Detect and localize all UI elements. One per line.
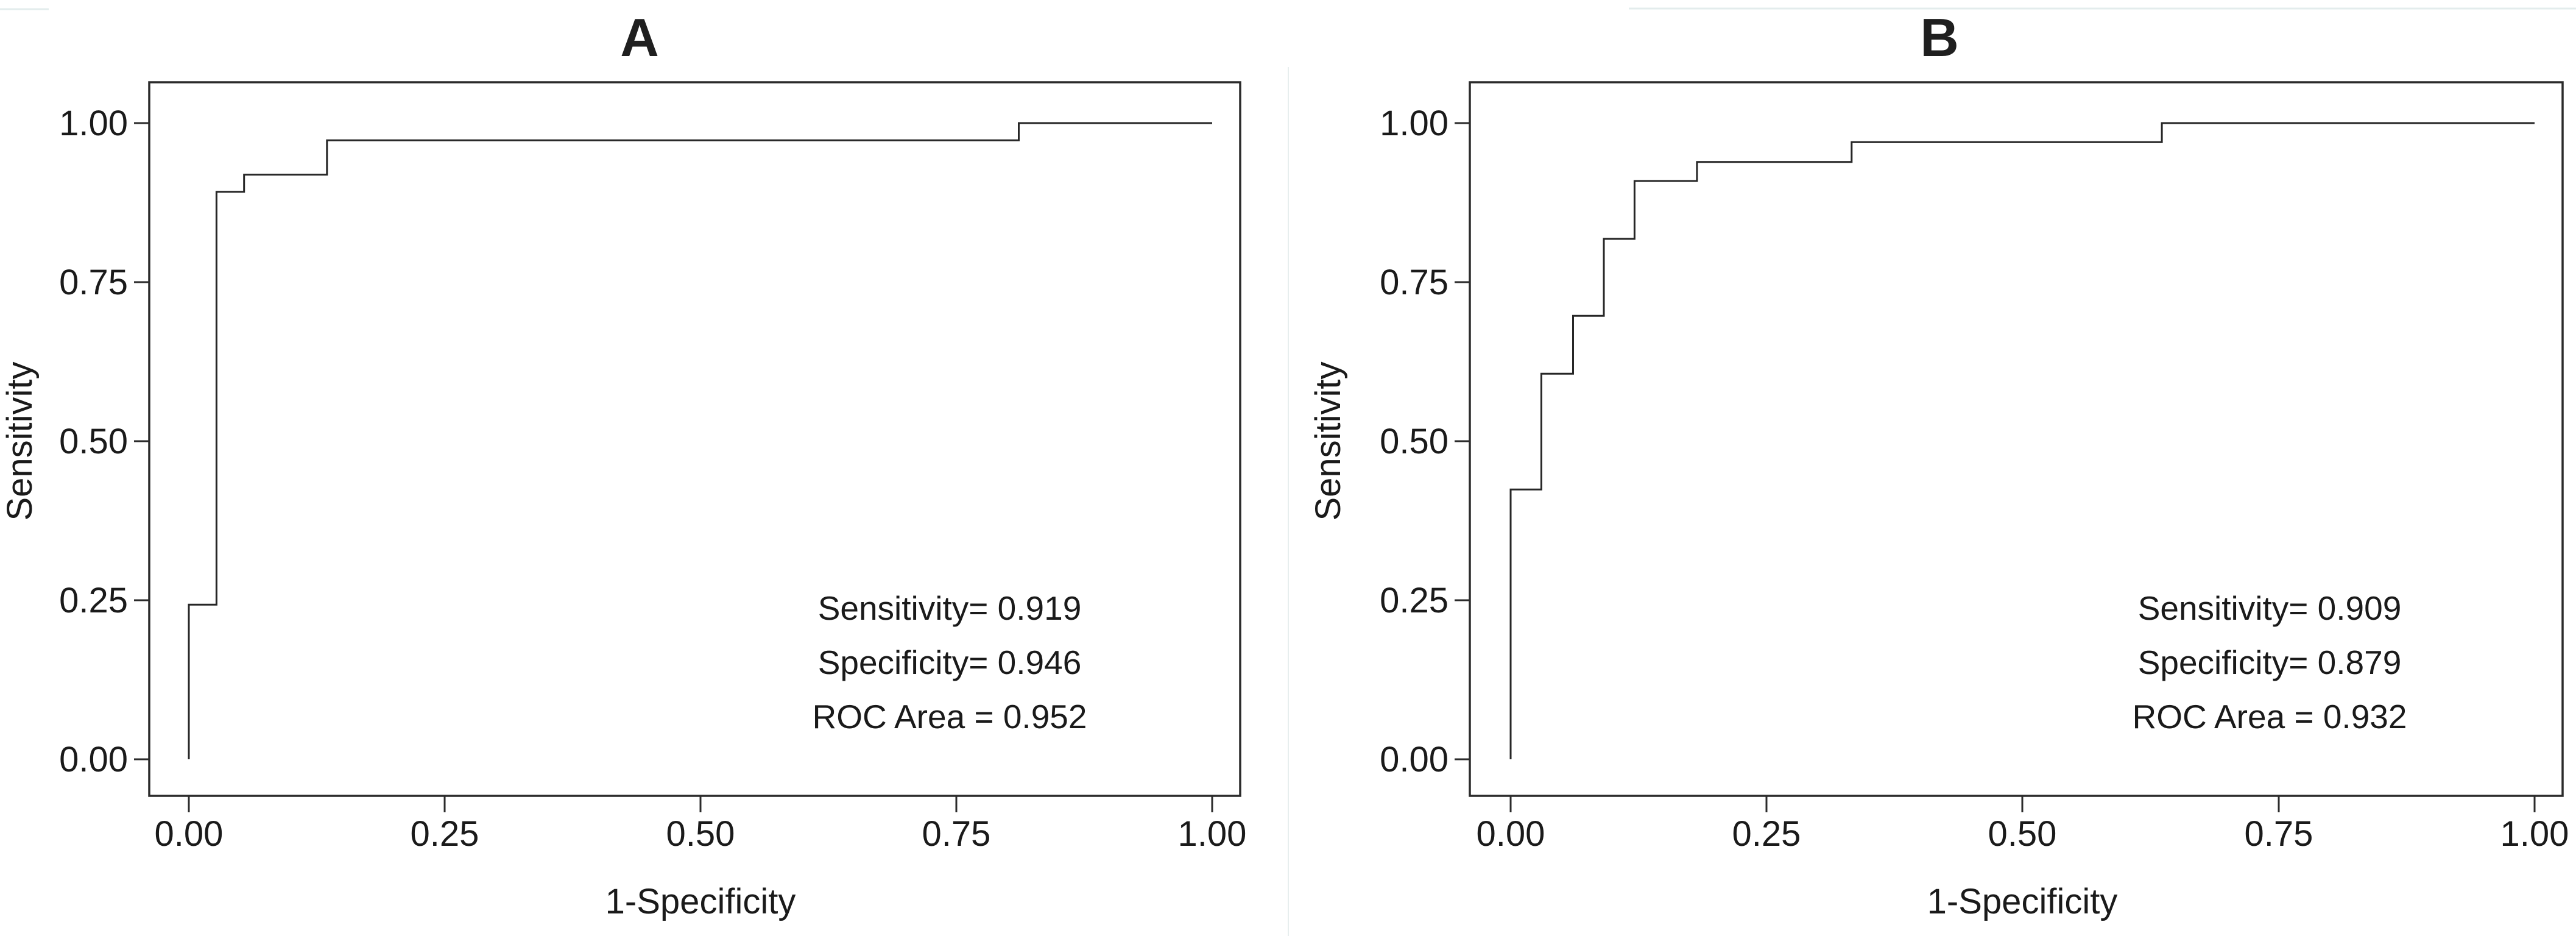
panel-title: A	[620, 7, 659, 68]
panel-a-plot: A 1.00 0.75 0.50 0.25 0.00	[0, 7, 1247, 921]
y-axis-title: Sensitivity	[1308, 361, 1348, 520]
y-axis-ticks	[1455, 122, 1470, 760]
plot-frame	[1469, 81, 2564, 797]
y-tick-label: 0.00	[1380, 740, 1449, 779]
x-tick-label: 0.50	[1988, 814, 2057, 854]
annotation-roc-area: ROC Area = 0.932	[2133, 698, 2407, 736]
y-tick-label: 0.50	[1380, 422, 1449, 461]
x-tick-label: 1.00	[1178, 814, 1247, 854]
x-axis-ticks	[1509, 796, 2536, 812]
x-tick-label: 0.75	[922, 814, 991, 854]
x-axis-labels: 0.00 0.25 0.50 0.75 1.00	[155, 814, 1247, 854]
x-tick-label: 1.00	[2500, 814, 2569, 854]
x-axis-ticks	[188, 796, 1213, 812]
x-axis-title: 1-Specificity	[1927, 882, 2118, 921]
annotation-specificity: Specificity= 0.879	[2138, 644, 2402, 681]
y-tick-label: 0.50	[59, 422, 128, 461]
panel-b: B 1.00 0.75 0.50 0.25 0.00	[1288, 0, 2576, 936]
plot-frame	[148, 81, 1241, 797]
y-tick-label: 1.00	[59, 104, 128, 143]
y-tick-label: 0.25	[1380, 581, 1449, 620]
x-tick-label: 0.25	[411, 814, 479, 854]
y-tick-label: 0.75	[59, 263, 128, 302]
x-axis-title: 1-Specificity	[605, 882, 796, 921]
panel-title: B	[1920, 7, 1959, 68]
x-tick-label: 0.50	[666, 814, 735, 854]
stats-annotation: Sensitivity= 0.919 Specificity= 0.946 RO…	[813, 589, 1087, 736]
annotation-roc-area: ROC Area = 0.952	[813, 698, 1087, 736]
roc-curve	[188, 122, 1212, 759]
y-axis-ticks	[134, 122, 149, 760]
annotation-sensitivity: Sensitivity= 0.909	[2138, 589, 2402, 627]
y-axis-title: Sensitivity	[0, 361, 40, 520]
x-tick-label: 0.00	[1477, 814, 1545, 854]
x-tick-label: 0.75	[2245, 814, 2313, 854]
annotation-specificity: Specificity= 0.946	[818, 644, 1082, 681]
panel-b-plot: B 1.00 0.75 0.50 0.25 0.00	[1288, 7, 2576, 936]
y-tick-label: 1.00	[1380, 104, 1449, 143]
annotation-sensitivity: Sensitivity= 0.919	[818, 589, 1082, 627]
panel-a: A 1.00 0.75 0.50 0.25 0.00	[0, 7, 1247, 921]
y-axis-labels: 1.00 0.75 0.50 0.25 0.00	[1380, 104, 1449, 779]
y-axis-labels: 1.00 0.75 0.50 0.25 0.00	[59, 104, 128, 779]
roc-curve	[1509, 122, 2535, 759]
y-tick-label: 0.00	[59, 740, 128, 779]
y-tick-label: 0.25	[59, 581, 128, 620]
stats-annotation: Sensitivity= 0.909 Specificity= 0.879 RO…	[2133, 589, 2407, 736]
y-tick-label: 0.75	[1380, 263, 1449, 302]
x-tick-label: 0.25	[1732, 814, 1801, 854]
x-tick-label: 0.00	[155, 814, 224, 854]
x-axis-labels: 0.00 0.25 0.50 0.75 1.00	[1477, 814, 2569, 854]
